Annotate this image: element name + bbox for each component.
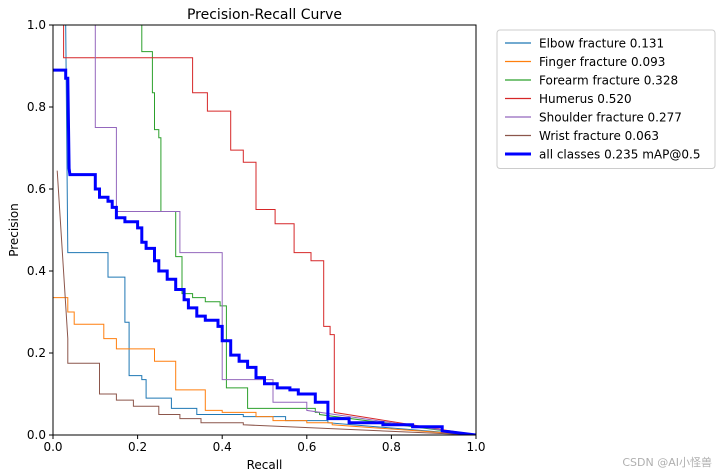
- series-line-5: [56, 170, 476, 435]
- x-tick-label: 1.0: [466, 440, 485, 454]
- series-line-0: [65, 25, 476, 435]
- series-line-2: [141, 25, 476, 435]
- legend-entry-label: Humerus 0.520: [539, 92, 632, 106]
- watermark-text: CSDN @AI小怪兽: [622, 456, 712, 469]
- x-tick-label: 0.4: [213, 440, 232, 454]
- chart-legend: Elbow fracture 0.131 Finger fracture 0.09…: [496, 29, 716, 169]
- y-tick-label: 0.6: [27, 182, 46, 196]
- y-tick-label: 0.2: [27, 346, 46, 360]
- y-axis-label: Precision: [7, 203, 21, 257]
- plot-lines: [53, 25, 476, 435]
- x-tick-label: 0.0: [43, 440, 62, 454]
- y-tick-label: 0.8: [27, 100, 46, 114]
- chart-title: Precision-Recall Curve: [187, 7, 342, 23]
- series-line-3: [63, 25, 476, 435]
- series-line-1: [53, 297, 476, 435]
- x-axis-label: Recall: [247, 458, 283, 472]
- y-tick-label: 0.4: [27, 264, 46, 278]
- legend-box: [496, 29, 716, 169]
- legend-entry-label: Wrist fracture 0.063: [539, 129, 659, 143]
- x-axis-ticks: 0.0 0.2 0.4 0.6 0.8 1.0: [43, 435, 486, 454]
- series-line-6: [53, 68, 476, 435]
- x-tick-label: 0.2: [128, 440, 147, 454]
- legend-entry-label: Elbow fracture 0.131: [539, 37, 664, 51]
- x-tick-label: 0.8: [382, 440, 401, 454]
- legend-entry-label: Finger fracture 0.093: [539, 55, 665, 69]
- legend-entry-label: Shoulder fracture 0.277: [539, 111, 682, 125]
- legend-entry-label: Forearm fracture 0.328: [539, 74, 678, 88]
- y-tick-label: 0.0: [27, 428, 46, 442]
- plot-frame: [52, 24, 477, 436]
- y-axis-ticks: 0.0 0.2 0.4 0.6 0.8 1.0: [27, 18, 53, 442]
- y-tick-label: 1.0: [27, 18, 46, 32]
- x-tick-label: 0.6: [297, 440, 316, 454]
- series-line-4: [94, 25, 476, 435]
- legend-entry-label: all classes 0.235 mAP@0.5: [539, 148, 700, 162]
